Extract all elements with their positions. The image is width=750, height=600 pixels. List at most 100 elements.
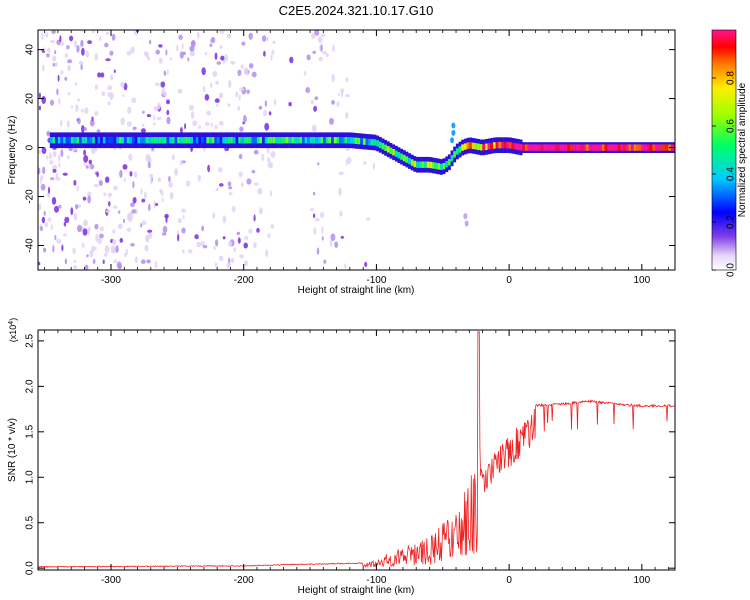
noise-blob	[331, 74, 336, 83]
ridge-core	[543, 144, 547, 151]
noise-blob	[85, 50, 89, 58]
noise-blob	[132, 197, 137, 204]
chart-title: C2E5.2024.321.10.17.G10	[279, 3, 434, 18]
ridge-core	[185, 137, 189, 144]
ridge-core	[636, 144, 640, 151]
noise-blob	[85, 165, 89, 169]
noise-blob	[81, 242, 85, 249]
noise-blob	[215, 80, 220, 85]
noise-blob	[176, 44, 179, 52]
noise-blob	[313, 213, 316, 218]
noise-blob	[202, 245, 208, 249]
ridge-core	[437, 163, 441, 170]
ridge-core	[649, 144, 653, 151]
noise-blob	[179, 160, 183, 166]
noise-blob	[289, 56, 294, 64]
noise-blob	[174, 168, 179, 176]
noise-blob	[243, 242, 248, 249]
noise-blob	[107, 192, 113, 198]
ridge-excursion	[451, 122, 456, 129]
x-tick-label: -200	[234, 275, 254, 286]
ridge-core	[352, 137, 356, 144]
ridge-core	[477, 143, 480, 150]
noise-blob	[52, 164, 58, 170]
noise-blob	[69, 35, 74, 42]
noise-blob	[88, 159, 93, 165]
noise-blob	[144, 244, 149, 252]
noise-blob	[239, 254, 245, 259]
noise-blob	[76, 45, 80, 53]
y-tick-label: 40	[25, 44, 36, 56]
ridge-core	[108, 137, 112, 144]
noise-blob	[271, 49, 275, 55]
ridge-core	[509, 142, 512, 149]
ridge-core	[68, 137, 72, 144]
noise-blob	[165, 215, 168, 224]
ridge-core	[607, 144, 611, 151]
noise-blob	[187, 57, 190, 62]
noise-blob	[313, 227, 317, 235]
ridge-core	[171, 137, 175, 144]
ridge-core	[405, 156, 409, 163]
noise-blob	[148, 39, 152, 45]
noise-blob	[267, 233, 271, 239]
noise-blob	[180, 127, 183, 134]
ridge-core	[55, 137, 58, 144]
noise-blob	[192, 120, 198, 127]
noise-blob	[38, 261, 41, 266]
noise-blob	[157, 102, 161, 110]
noise-blob	[123, 218, 125, 224]
noise-blob	[84, 107, 89, 114]
noise-blob	[263, 50, 266, 57]
ridge-core	[349, 137, 353, 144]
noise-blob	[163, 92, 167, 97]
noise-blob	[72, 147, 76, 151]
noise-blob	[83, 127, 87, 131]
ridge-core	[137, 137, 141, 144]
noise-blob	[150, 177, 153, 185]
noise-blob	[141, 220, 147, 226]
noise-blob	[127, 106, 132, 114]
ridge-core	[540, 144, 544, 151]
ridge-core	[665, 144, 669, 151]
noise-blob	[56, 88, 59, 96]
ridge-core	[641, 144, 645, 151]
ridge-core	[381, 143, 385, 150]
noise-blob	[344, 263, 347, 269]
ridge-core	[389, 147, 393, 154]
ridge-core	[408, 157, 411, 165]
noise-blob	[244, 236, 249, 241]
noise-blob	[105, 58, 111, 62]
ridge-core	[548, 144, 552, 151]
ridge-core	[400, 153, 404, 160]
ridge-core	[251, 137, 255, 144]
ridge-core	[89, 137, 93, 144]
noise-blob	[197, 174, 201, 182]
ridge-core	[100, 137, 104, 144]
ridge-core	[357, 137, 361, 145]
ridge-core	[559, 144, 563, 151]
noise-blob	[303, 71, 307, 76]
noise-blob	[188, 104, 195, 111]
noise-blob	[146, 114, 152, 118]
noise-blob	[314, 218, 320, 222]
noise-blob	[140, 223, 143, 228]
ridge-core	[570, 144, 573, 151]
ridge-core	[461, 144, 465, 151]
ridge-core	[57, 137, 61, 144]
noise-blob	[248, 63, 254, 69]
noise-blob	[95, 234, 99, 242]
ridge-core	[94, 137, 98, 144]
noise-blob	[119, 169, 123, 178]
noise-blob	[107, 85, 113, 91]
noise-blob	[81, 125, 85, 133]
noise-blob	[98, 180, 103, 186]
noise-blob	[87, 195, 91, 204]
ridge-core	[442, 163, 446, 170]
noise-blob	[187, 249, 193, 254]
ridge-core	[657, 144, 661, 151]
noise-blob	[305, 87, 311, 94]
noise-blob	[246, 178, 252, 185]
ridge-core	[163, 137, 167, 144]
ridge-core	[453, 151, 457, 158]
